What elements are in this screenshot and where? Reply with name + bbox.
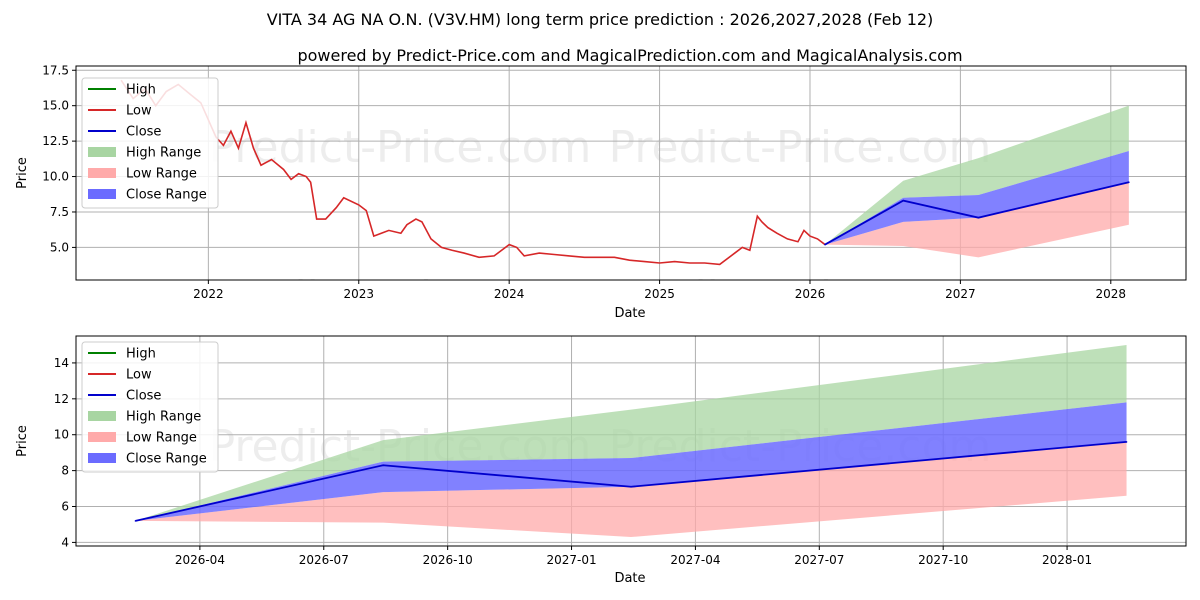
x-tick-label: 2027-01 — [546, 553, 596, 567]
x-tick-label: 2024 — [494, 287, 525, 301]
watermark-text: Predict-Price.com — [609, 122, 992, 173]
legend-close-range-swatch — [88, 189, 116, 199]
close-forecast-point — [1128, 181, 1130, 184]
legend-low-range-label: Low Range — [126, 167, 197, 182]
legend-close-range-label: Close Range — [126, 452, 207, 467]
legend-close-label: Close — [126, 125, 161, 140]
watermark-text: Predict-Price.com — [609, 272, 992, 323]
x-tick-label: 2028 — [1096, 287, 1127, 301]
legend-low-label: Low — [126, 104, 152, 119]
y-tick-label: 12.5 — [42, 134, 69, 148]
x-tick-label: 2023 — [343, 287, 374, 301]
close-forecast-point — [134, 520, 137, 522]
y-axis-label: Price — [15, 425, 30, 457]
high-range-area — [135, 344, 1127, 521]
y-axis-label: Price — [15, 157, 30, 189]
y-tick-label: 6 — [61, 500, 69, 514]
legend-high-range-label: High Range — [126, 410, 201, 425]
watermark-text: Predict-Price.com — [209, 122, 592, 173]
y-tick-label: 5.0 — [50, 240, 69, 254]
y-tick-label: 12 — [54, 392, 69, 406]
close-forecast-point — [902, 199, 905, 202]
x-tick-label: 2026-07 — [299, 553, 349, 567]
low-range-area — [135, 441, 1127, 538]
close-forecast-line — [824, 181, 1130, 246]
legend-close-range-swatch — [88, 453, 116, 463]
chart-title: VITA 34 AG NA O.N. (V3V.HM) long term pr… — [267, 10, 934, 29]
legend-close-range-label: Close Range — [126, 188, 207, 203]
x-tick-label: 2027-07 — [794, 553, 844, 567]
x-tick-label: 2026-04 — [175, 553, 225, 567]
chart-subtitle: powered by Predict-Price.com and Magical… — [297, 46, 962, 65]
y-tick-label: 10 — [54, 428, 69, 442]
x-axis-label: Date — [614, 306, 645, 321]
y-tick-label: 14 — [54, 356, 69, 370]
close-forecast-point — [630, 485, 632, 488]
low-price-history-line — [120, 79, 826, 266]
bottom-panel: Predict-Price.comPredict-Price.com2026-0… — [15, 335, 1187, 586]
y-tick-label: 10.0 — [42, 170, 69, 184]
close-forecast-point — [1125, 441, 1128, 443]
close-forecast-point — [977, 216, 980, 219]
close-forecast-point — [382, 464, 385, 467]
x-tick-label: 2027-04 — [670, 553, 720, 567]
watermark-text: Predict-Price.com — [209, 272, 592, 323]
legend-high-range-swatch — [88, 147, 116, 157]
x-tick-label: 2026 — [795, 287, 826, 301]
legend-high-label: High — [126, 83, 156, 98]
x-tick-label: 2022 — [193, 287, 224, 301]
legend-high-range-label: High Range — [126, 146, 201, 161]
legend-high-range-swatch — [88, 411, 116, 421]
y-tick-label: 7.5 — [50, 205, 69, 219]
top-panel: Predict-Price.com Predict-Price.com Predic… — [15, 63, 1187, 323]
y-tick-label: 15.0 — [42, 99, 69, 113]
high-range-area — [825, 105, 1129, 245]
x-axis-label: Date — [614, 571, 645, 586]
y-tick-label: 4 — [61, 535, 69, 549]
legend-low-label: Low — [126, 368, 152, 383]
y-tick-label: 8 — [61, 464, 69, 478]
close-range-area — [135, 402, 1127, 521]
x-tick-label: 2028-01 — [1042, 553, 1092, 567]
x-tick-label: 2026-10 — [423, 553, 473, 567]
plot-frame — [75, 65, 1187, 281]
legend-close-label: Close — [126, 389, 161, 404]
close-forecast-line — [135, 441, 1127, 522]
x-tick-label: 2027-10 — [918, 553, 968, 567]
legend-low-range-label: Low Range — [126, 431, 197, 446]
x-tick-label: 2025 — [644, 287, 675, 301]
y-tick-label: 17.5 — [42, 63, 69, 77]
x-tick-label: 2027 — [945, 287, 976, 301]
legend-high-label: High — [126, 347, 156, 362]
plot-frame — [75, 335, 1187, 547]
close-range-area — [825, 151, 1129, 245]
legend-low-range-swatch — [88, 168, 116, 178]
legend-low-range-swatch — [88, 432, 116, 442]
close-forecast-point — [824, 243, 826, 246]
